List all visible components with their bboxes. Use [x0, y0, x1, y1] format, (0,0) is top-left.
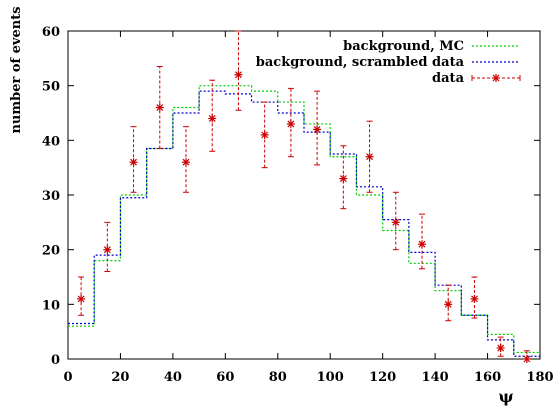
data-point-d2	[287, 120, 295, 128]
histogram-line	[68, 85, 540, 354]
data-point-d2	[77, 295, 85, 303]
x-tick-label: 20	[111, 370, 129, 385]
y-axis-title: number of events	[9, 6, 24, 133]
plot-frame	[67, 30, 541, 360]
data-point-d2	[392, 218, 400, 226]
data-point-d2	[130, 158, 137, 166]
data-point-d2	[366, 153, 373, 161]
x-tick-label: 140	[422, 370, 449, 385]
series-0	[68, 85, 540, 354]
histogram-line	[68, 90, 540, 357]
y-tick-label: 50	[42, 80, 60, 95]
series-1	[68, 90, 540, 357]
x-tick-label: 180	[526, 370, 553, 385]
data-point-d2	[497, 344, 505, 352]
data-point-d2	[339, 175, 347, 183]
data-point-d2	[235, 71, 242, 79]
data-point-d2	[523, 355, 531, 363]
x-tick-label: 120	[369, 370, 396, 385]
y-tick-label: 60	[42, 25, 60, 40]
x-tick-label: 80	[269, 370, 287, 385]
x-tick-label: 40	[164, 370, 182, 385]
data-point-d2	[156, 104, 164, 111]
data-point-d2	[208, 115, 216, 122]
x-axis-title: ψ	[498, 387, 513, 406]
legend-label: background, MC	[343, 39, 464, 54]
x-tick-label: 0	[63, 370, 72, 385]
data-point-d2	[261, 131, 269, 139]
data-point-d2	[182, 158, 190, 166]
tick-labels: 0 20 40 60 80 100 120 140 160 180 0 10 20 30 40 50 60	[42, 25, 554, 385]
series-2	[77, 30, 531, 363]
data-point-d2	[418, 240, 426, 248]
series-layer	[68, 30, 540, 363]
x-tick-label: 160	[474, 370, 501, 385]
data-point-d2	[444, 300, 452, 308]
data-point-d2	[471, 295, 478, 303]
y-tick-label: 40	[42, 134, 60, 149]
y-tick-label: 0	[51, 353, 60, 368]
data-point-d2	[313, 125, 321, 133]
x-tick-label: 60	[216, 370, 234, 385]
x-tick-label: 100	[317, 370, 344, 385]
y-tick-label: 30	[42, 189, 60, 204]
legend-label: data	[432, 71, 465, 86]
y-tick-label: 20	[42, 244, 60, 259]
data-point-d2	[103, 246, 111, 254]
y-tick-label: 10	[42, 298, 60, 313]
plot-axes	[67, 30, 541, 360]
legend-marker-d2	[492, 74, 500, 82]
legend-label: background, scrambled data	[256, 55, 465, 70]
